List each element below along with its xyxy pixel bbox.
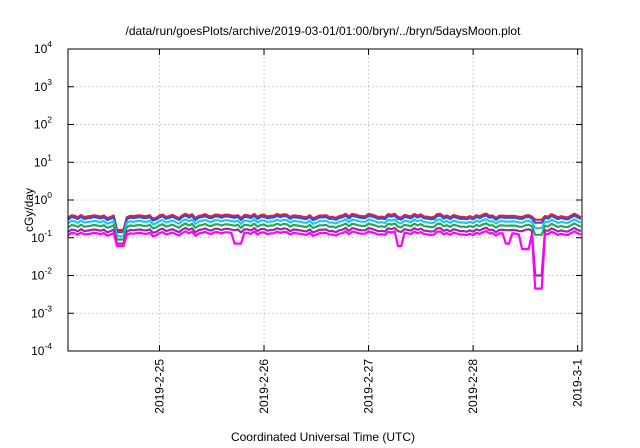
y-tick-label: 10-1 [31,228,52,245]
x-tick-label: 2019-2-25 [152,359,166,414]
y-tick-label: 10-3 [31,303,52,320]
y-tick-label: 100 [34,190,52,207]
series-line [67,226,582,277]
x-tick-label: 2019-2-26 [257,359,271,414]
y-tick-label: 104 [34,39,52,56]
series-line [67,222,582,241]
y-tick-label: 10-2 [31,266,52,283]
y-tick-label: 10-4 [31,341,52,358]
series-line [67,212,582,232]
y-tick-label: 101 [34,152,52,169]
x-axis: 2019-2-25 2019-2-26 2019-2-27 2019-2-28 2019… [152,49,585,414]
grid [68,49,582,351]
x-tick-label: 2019-3-1 [571,359,585,407]
series-line [67,214,582,234]
series-line [67,218,582,238]
series-line [67,230,582,290]
x-tick-label: 2019-2-28 [466,359,480,414]
y-axis: 10-4 10-3 10-2 10-1 100 101 102 103 104 [31,39,582,358]
x-axis-label: Coordinated Universal Time (UTC) [231,430,415,444]
series-group [67,212,582,290]
y-tick-label: 102 [34,115,52,132]
y-tick-label: 103 [34,77,52,94]
y-axis-label: cGy/day [22,188,36,232]
chart-title: /data/run/goesPlots/archive/2019-03-01/0… [126,24,522,38]
x-tick-label: 2019-2-27 [362,359,376,414]
